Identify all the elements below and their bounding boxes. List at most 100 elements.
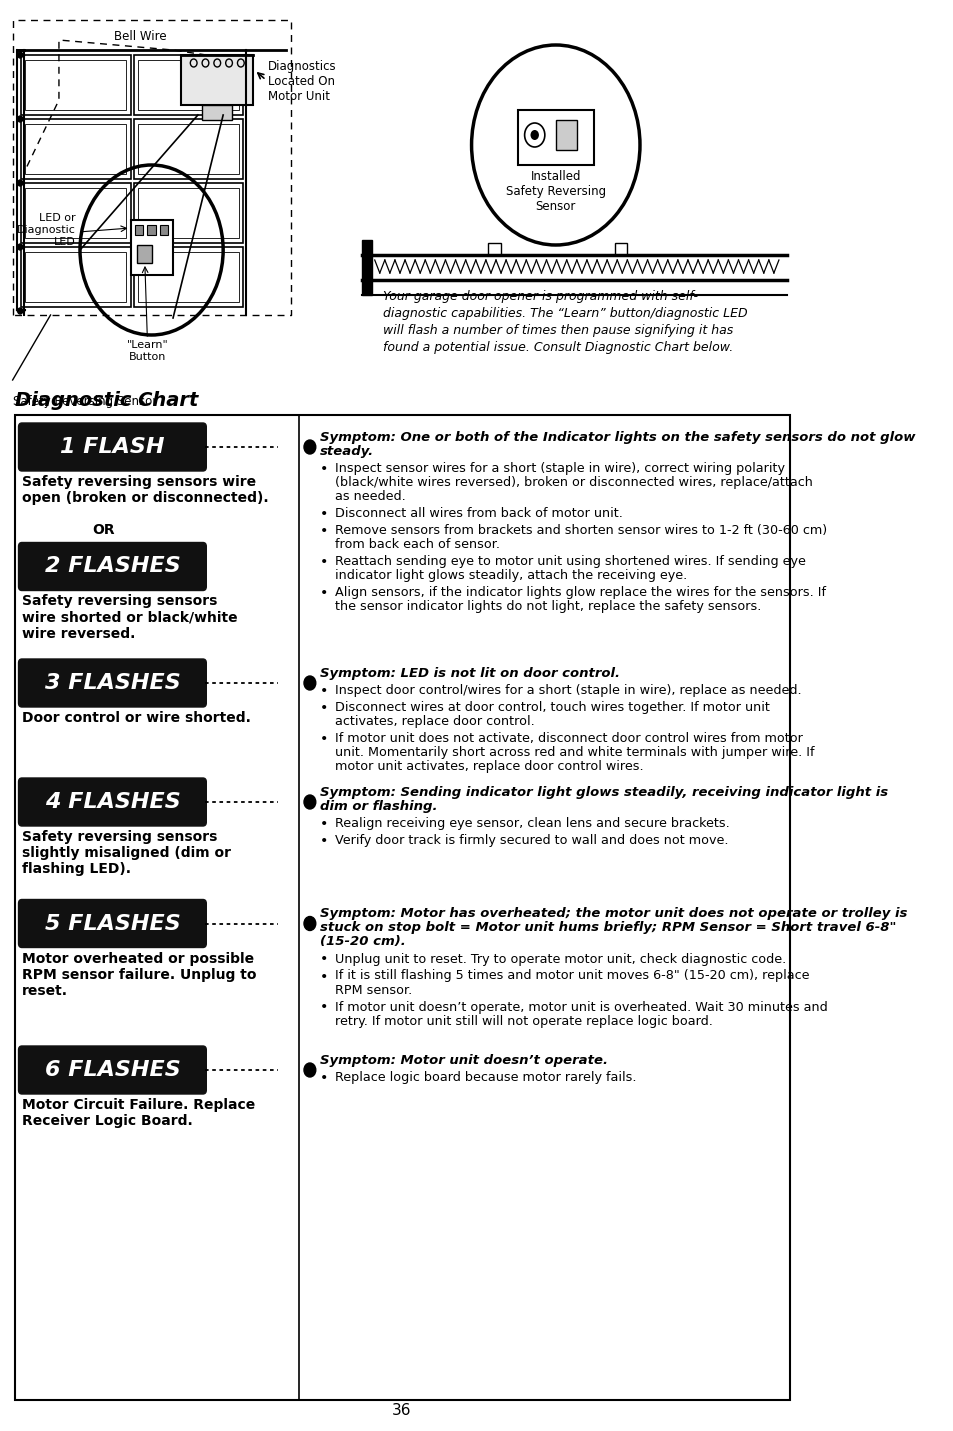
Text: Symptom: Motor has overheated; the motor unit does not operate or trolley is: Symptom: Motor has overheated; the motor… xyxy=(319,907,906,920)
Bar xyxy=(15,415,789,1400)
Bar xyxy=(21,54,131,114)
Bar xyxy=(133,183,243,243)
Bar xyxy=(202,104,232,120)
Text: •: • xyxy=(319,701,328,716)
Text: indicator light glows steadily, attach the receiving eye.: indicator light glows steadily, attach t… xyxy=(335,570,687,582)
Bar xyxy=(25,124,126,175)
Text: •: • xyxy=(319,462,328,477)
Text: •: • xyxy=(319,834,328,849)
Text: •: • xyxy=(319,969,328,983)
Text: the sensor indicator lights do not light, replace the safety sensors.: the sensor indicator lights do not light… xyxy=(335,600,760,612)
Text: steady.: steady. xyxy=(319,445,374,458)
FancyBboxPatch shape xyxy=(18,900,206,947)
Text: activates, replace door control.: activates, replace door control. xyxy=(335,716,535,728)
FancyBboxPatch shape xyxy=(18,660,206,707)
Bar xyxy=(133,119,243,179)
Text: Safety reversing sensors
slightly misaligned (dim or
flashing LED).: Safety reversing sensors slightly misali… xyxy=(22,830,231,876)
Text: Safety reversing sensors
wire shorted or black/white
wire reversed.: Safety reversing sensors wire shorted or… xyxy=(22,594,237,641)
Bar xyxy=(133,248,243,308)
Text: Motor Circuit Failure. Replace
Receiver Logic Board.: Motor Circuit Failure. Replace Receiver … xyxy=(22,1098,254,1128)
Text: OR: OR xyxy=(92,524,115,538)
Text: •: • xyxy=(319,733,328,746)
Bar xyxy=(25,252,126,302)
Text: •: • xyxy=(319,507,328,521)
Circle shape xyxy=(304,439,315,454)
Text: Motor overheated or possible
RPM sensor failure. Unplug to
reset.: Motor overheated or possible RPM sensor … xyxy=(22,952,256,997)
Bar xyxy=(362,240,372,295)
Text: as needed.: as needed. xyxy=(335,489,405,504)
Text: Door control or wire shorted.: Door control or wire shorted. xyxy=(22,711,251,726)
Text: 36: 36 xyxy=(392,1402,411,1418)
Text: "Learn"
Button: "Learn" Button xyxy=(127,341,168,362)
Bar xyxy=(517,110,593,165)
Text: 4 FLASHES: 4 FLASHES xyxy=(45,791,180,811)
Text: Installed
Safety Reversing
Sensor: Installed Safety Reversing Sensor xyxy=(505,170,605,213)
Text: •: • xyxy=(319,684,328,698)
Text: •: • xyxy=(319,953,328,966)
Text: 2 FLASHES: 2 FLASHES xyxy=(45,557,180,577)
Text: (black/white wires reversed), broken or disconnected wires, replace/attach: (black/white wires reversed), broken or … xyxy=(335,477,812,489)
Text: Disconnect all wires from back of motor unit.: Disconnect all wires from back of motor … xyxy=(335,507,622,519)
Text: Your garage door opener is programmed with self-
diagnostic capabilities. The “L: Your garage door opener is programmed wi… xyxy=(383,290,747,353)
Circle shape xyxy=(18,52,23,59)
Circle shape xyxy=(304,916,315,930)
Text: RPM sensor.: RPM sensor. xyxy=(335,983,412,996)
FancyBboxPatch shape xyxy=(18,1046,206,1095)
Bar xyxy=(25,60,126,110)
Text: dim or flashing.: dim or flashing. xyxy=(319,800,437,813)
FancyBboxPatch shape xyxy=(18,542,206,591)
Bar xyxy=(137,245,152,263)
Bar xyxy=(138,60,239,110)
Bar xyxy=(134,225,143,235)
Text: Verify door track is firmly secured to wall and does not move.: Verify door track is firmly secured to w… xyxy=(335,834,728,847)
Circle shape xyxy=(304,796,315,809)
Text: stuck on stop bolt = Motor unit hums briefly; RPM Sensor = Short travel 6-8": stuck on stop bolt = Motor unit hums bri… xyxy=(319,922,896,934)
Text: unit. Momentarily short across red and white terminals with jumper wire. If: unit. Momentarily short across red and w… xyxy=(335,746,814,758)
Text: LED or
Diagnostic
LED: LED or Diagnostic LED xyxy=(17,213,75,246)
Text: Align sensors, if the indicator lights glow replace the wires for the sensors. I: Align sensors, if the indicator lights g… xyxy=(335,587,825,600)
Text: If it is still flashing 5 times and motor unit moves 6-8" (15-20 cm), replace: If it is still flashing 5 times and moto… xyxy=(335,969,809,983)
Circle shape xyxy=(18,116,23,122)
Text: •: • xyxy=(319,817,328,831)
Text: 6 FLASHES: 6 FLASHES xyxy=(45,1060,180,1080)
Circle shape xyxy=(18,180,23,186)
Text: If motor unit doesn’t operate, motor unit is overheated. Wait 30 minutes and: If motor unit doesn’t operate, motor uni… xyxy=(335,1000,827,1013)
Text: Bell Wire: Bell Wire xyxy=(113,30,166,43)
Bar xyxy=(556,120,577,150)
Bar xyxy=(21,119,131,179)
Bar xyxy=(131,220,172,275)
Text: 5 FLASHES: 5 FLASHES xyxy=(45,913,180,933)
Text: Safety reversing sensors wire
open (broken or disconnected).: Safety reversing sensors wire open (brok… xyxy=(22,475,268,505)
Text: Symptom: One or both of the Indicator lights on the safety sensors do not glow: Symptom: One or both of the Indicator li… xyxy=(319,431,915,444)
Text: •: • xyxy=(319,1000,328,1015)
FancyBboxPatch shape xyxy=(18,778,206,826)
Text: Remove sensors from brackets and shorten sensor wires to 1-2 ft (30-60 cm): Remove sensors from brackets and shorten… xyxy=(335,524,826,537)
Text: motor unit activates, replace door control wires.: motor unit activates, replace door contr… xyxy=(335,760,643,773)
Text: •: • xyxy=(319,524,328,538)
Text: from back each of sensor.: from back each of sensor. xyxy=(335,538,499,551)
Bar xyxy=(21,248,131,308)
Text: •: • xyxy=(319,1070,328,1085)
Text: (15-20 cm).: (15-20 cm). xyxy=(319,936,405,949)
Circle shape xyxy=(530,130,538,140)
Circle shape xyxy=(304,675,315,690)
Text: Symptom: Sending indicator light glows steadily, receiving indicator light is: Symptom: Sending indicator light glows s… xyxy=(319,786,887,798)
Bar xyxy=(133,54,243,114)
Bar xyxy=(181,54,253,104)
Text: Inspect door control/wires for a short (staple in wire), replace as needed.: Inspect door control/wires for a short (… xyxy=(335,684,801,697)
Text: 3 FLASHES: 3 FLASHES xyxy=(45,673,180,693)
Bar xyxy=(160,225,169,235)
Text: Diagnostic Chart: Diagnostic Chart xyxy=(15,391,198,411)
Bar xyxy=(25,187,126,238)
Text: Reattach sending eye to motor unit using shortened wires. If sending eye: Reattach sending eye to motor unit using… xyxy=(335,555,805,568)
Text: •: • xyxy=(319,587,328,600)
Bar xyxy=(21,183,131,243)
Text: Diagnostics
Located On
Motor Unit: Diagnostics Located On Motor Unit xyxy=(268,60,336,103)
Text: Inspect sensor wires for a short (staple in wire), correct wiring polarity: Inspect sensor wires for a short (staple… xyxy=(335,462,784,475)
Text: Unplug unit to reset. Try to operate motor unit, check diagnostic code.: Unplug unit to reset. Try to operate mot… xyxy=(335,953,785,966)
Bar xyxy=(138,252,239,302)
Circle shape xyxy=(18,308,23,313)
Circle shape xyxy=(18,245,23,250)
Text: Safety Reversing Sensor: Safety Reversing Sensor xyxy=(12,395,156,408)
Text: retry. If motor unit still will not operate replace logic board.: retry. If motor unit still will not oper… xyxy=(335,1015,712,1027)
